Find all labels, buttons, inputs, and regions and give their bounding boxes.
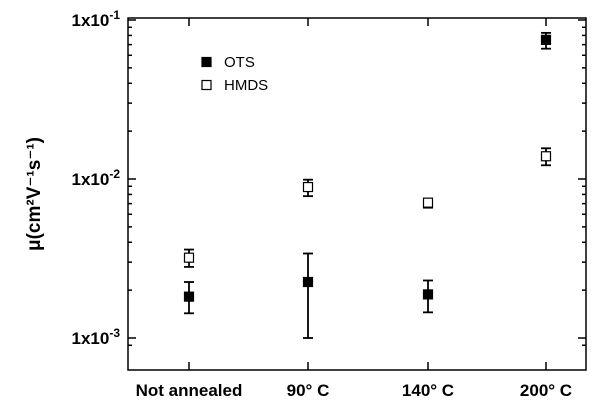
data-point-hmds (302, 181, 314, 193)
x-axis-ticks: Not annealed 90° C 140° C 200° C (136, 18, 572, 400)
x-tick-label: 90° C (287, 381, 330, 400)
data-point-ots (422, 289, 434, 300)
y-tick-label: 1x10-3 (72, 326, 121, 348)
data-point-hmds (540, 151, 552, 162)
y-tick-label: 1x10-2 (72, 167, 121, 189)
x-tick-label: 200° C (520, 381, 572, 400)
chart-marks (183, 31, 552, 339)
x-tick-label: Not annealed (136, 381, 243, 400)
legend-label: HMDS (224, 77, 268, 94)
y-tick-label: 1x10-1 (72, 8, 121, 30)
data-point-ots (302, 276, 314, 288)
legend-marker (201, 56, 212, 68)
y-axis-label: μ(cm²V⁻¹s⁻¹) (24, 137, 45, 251)
data-point-ots (540, 34, 552, 45)
data-point-ots (183, 291, 195, 302)
data-point-hmds (422, 197, 434, 208)
legend-marker (201, 79, 212, 91)
x-tick-label: 140° C (402, 381, 454, 400)
data-point-hmds (183, 252, 195, 263)
plot-frame (127, 17, 587, 371)
y-axis-ticks: 1x10-3 1x10-2 1x10-1 (72, 8, 586, 348)
legend: OTS HMDS (201, 54, 268, 94)
legend-label: OTS (224, 54, 255, 71)
